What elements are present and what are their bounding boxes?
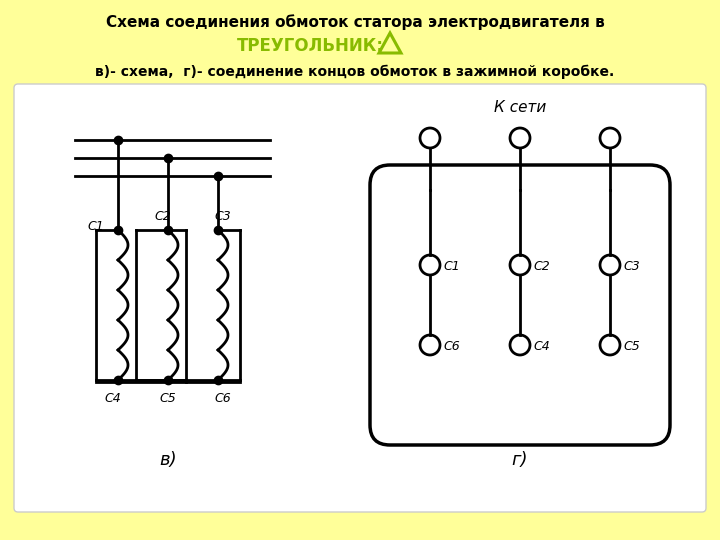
Text: С3: С3 (623, 260, 640, 273)
FancyBboxPatch shape (14, 84, 706, 512)
Text: ТРЕУГОЛЬНИК:: ТРЕУГОЛЬНИК: (236, 37, 384, 55)
Text: С5: С5 (623, 340, 640, 353)
Text: С1: С1 (443, 260, 460, 273)
FancyBboxPatch shape (370, 165, 670, 445)
Text: С6: С6 (215, 392, 231, 404)
Text: г): г) (512, 451, 528, 469)
Text: С4: С4 (533, 340, 550, 353)
Text: С2: С2 (155, 210, 171, 222)
Text: С2: С2 (533, 260, 550, 273)
Text: в)- схема,  г)- соединение концов обмоток в зажимной коробке.: в)- схема, г)- соединение концов обмоток… (95, 65, 615, 79)
Text: С6: С6 (443, 340, 460, 353)
Text: в): в) (159, 451, 177, 469)
Text: С4: С4 (104, 392, 122, 404)
Text: С5: С5 (160, 392, 176, 404)
Text: С3: С3 (215, 210, 231, 222)
Text: Схема соединения обмоток статора электродвигателя в: Схема соединения обмоток статора электро… (106, 14, 604, 30)
Text: К сети: К сети (494, 100, 546, 116)
Text: С1: С1 (88, 219, 104, 233)
